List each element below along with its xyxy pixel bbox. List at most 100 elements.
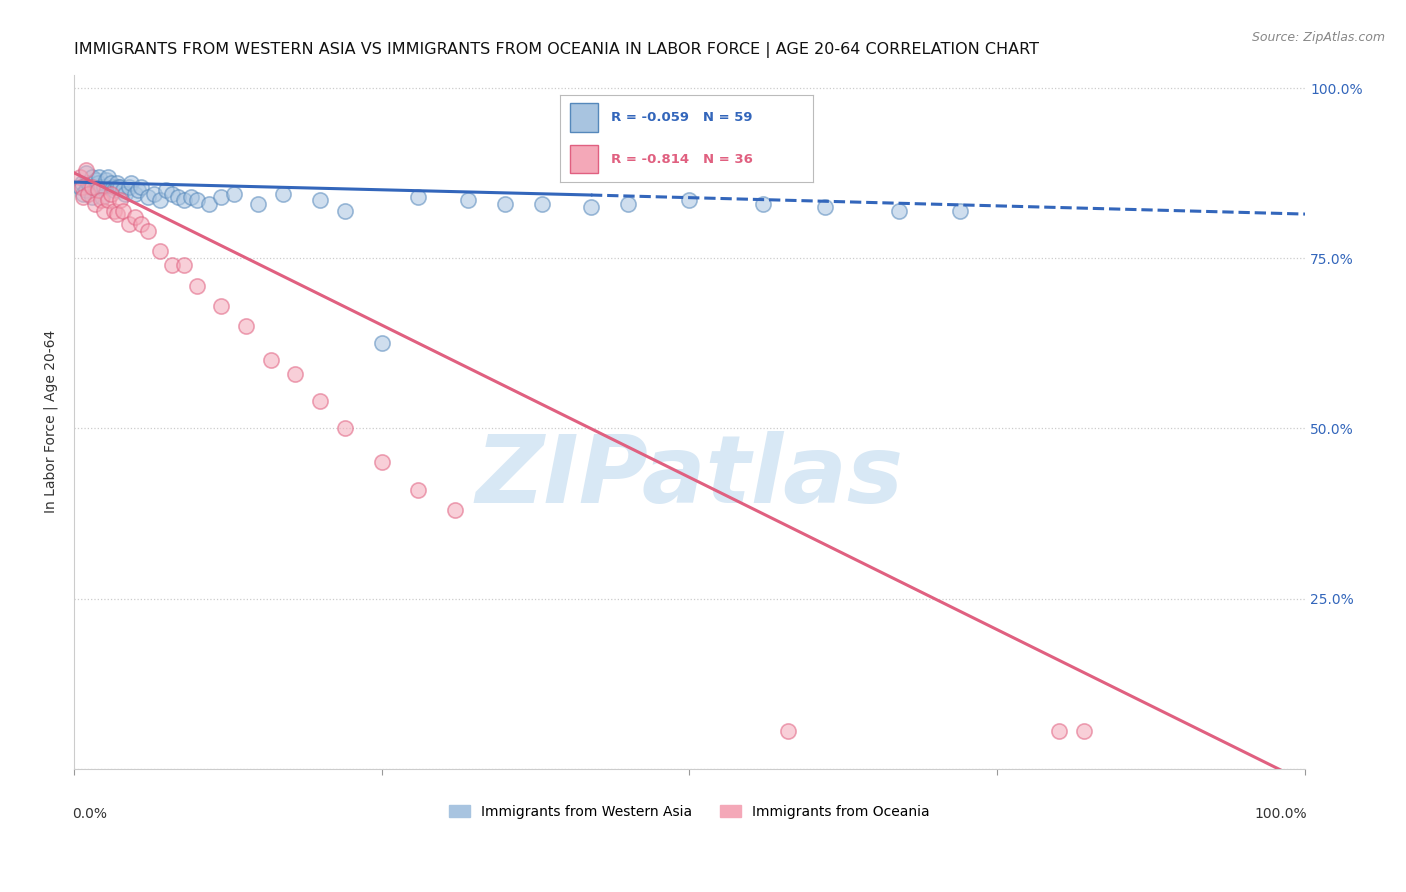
Point xyxy=(84,173,107,187)
Text: 100.0%: 100.0% xyxy=(1254,806,1306,821)
Legend: Immigrants from Western Asia, Immigrants from Oceania: Immigrants from Western Asia, Immigrants… xyxy=(444,799,935,824)
Point xyxy=(110,179,132,194)
Point xyxy=(75,183,97,197)
Point xyxy=(107,179,129,194)
Point xyxy=(149,194,172,208)
Point xyxy=(198,197,221,211)
Point xyxy=(131,179,153,194)
Point xyxy=(887,203,910,218)
Text: 0.0%: 0.0% xyxy=(72,806,107,821)
Point xyxy=(155,183,177,197)
Point xyxy=(752,197,775,211)
Point xyxy=(173,194,195,208)
Point xyxy=(186,194,208,208)
Point xyxy=(160,258,183,272)
Point xyxy=(70,179,93,194)
Point xyxy=(97,194,120,208)
Text: IMMIGRANTS FROM WESTERN ASIA VS IMMIGRANTS FROM OCEANIA IN LABOR FORCE | AGE 20-: IMMIGRANTS FROM WESTERN ASIA VS IMMIGRAN… xyxy=(73,42,1039,58)
Point xyxy=(111,203,134,218)
Point xyxy=(80,179,103,194)
Point xyxy=(1073,724,1095,739)
Point xyxy=(77,186,100,201)
Point xyxy=(530,197,553,211)
Point xyxy=(1047,724,1070,739)
Point xyxy=(100,177,122,191)
Point xyxy=(124,186,146,201)
Point xyxy=(103,183,125,197)
Point xyxy=(80,190,103,204)
Point xyxy=(333,421,356,435)
Point xyxy=(110,194,132,208)
Point xyxy=(111,183,134,197)
Point xyxy=(118,217,141,231)
Point xyxy=(93,179,115,194)
Point xyxy=(114,186,136,201)
Point xyxy=(83,179,105,194)
Point xyxy=(235,319,257,334)
Point xyxy=(136,190,159,204)
Point xyxy=(75,166,97,180)
Point xyxy=(79,179,101,194)
Point xyxy=(121,177,143,191)
Point xyxy=(167,190,190,204)
Point xyxy=(118,179,141,194)
Point xyxy=(333,203,356,218)
Point xyxy=(89,169,111,184)
Point xyxy=(90,179,112,194)
Point xyxy=(72,190,94,204)
Point xyxy=(142,186,165,201)
Point xyxy=(617,197,640,211)
Point xyxy=(103,203,125,218)
Point xyxy=(370,455,392,469)
Point xyxy=(209,299,232,313)
Point xyxy=(408,190,430,204)
Point xyxy=(494,197,516,211)
Point xyxy=(127,183,149,197)
Point xyxy=(72,186,94,201)
Point xyxy=(160,186,183,201)
Point xyxy=(247,197,270,211)
Point xyxy=(284,367,307,381)
Point xyxy=(457,194,479,208)
Point xyxy=(180,190,202,204)
Point xyxy=(93,203,115,218)
Point xyxy=(80,169,103,184)
Point xyxy=(444,503,467,517)
Point xyxy=(173,258,195,272)
Point xyxy=(83,197,105,211)
Point xyxy=(97,169,120,184)
Point xyxy=(69,179,91,194)
Y-axis label: In Labor Force | Age 20-64: In Labor Force | Age 20-64 xyxy=(44,330,58,513)
Point xyxy=(70,177,93,191)
Point xyxy=(814,200,837,214)
Point xyxy=(94,173,117,187)
Text: Source: ZipAtlas.com: Source: ZipAtlas.com xyxy=(1251,31,1385,45)
Point xyxy=(77,177,100,191)
Point xyxy=(222,186,245,201)
Point xyxy=(149,244,172,259)
Point xyxy=(136,224,159,238)
Point xyxy=(100,186,122,201)
Point xyxy=(260,353,283,368)
Point xyxy=(87,177,110,191)
Point xyxy=(408,483,430,497)
Point xyxy=(90,194,112,208)
Text: ZIPatlas: ZIPatlas xyxy=(475,431,904,523)
Point xyxy=(309,394,332,409)
Point xyxy=(87,183,110,197)
Point xyxy=(579,200,602,214)
Point xyxy=(949,203,972,218)
Point xyxy=(105,207,128,221)
Point xyxy=(131,217,153,231)
Point xyxy=(90,190,112,204)
Point xyxy=(69,169,91,184)
Point xyxy=(101,179,124,194)
Point xyxy=(776,724,799,739)
Point xyxy=(186,278,208,293)
Point xyxy=(309,194,332,208)
Point xyxy=(271,186,294,201)
Point xyxy=(678,194,700,208)
Point xyxy=(370,336,392,351)
Point xyxy=(124,211,146,225)
Point xyxy=(105,177,128,191)
